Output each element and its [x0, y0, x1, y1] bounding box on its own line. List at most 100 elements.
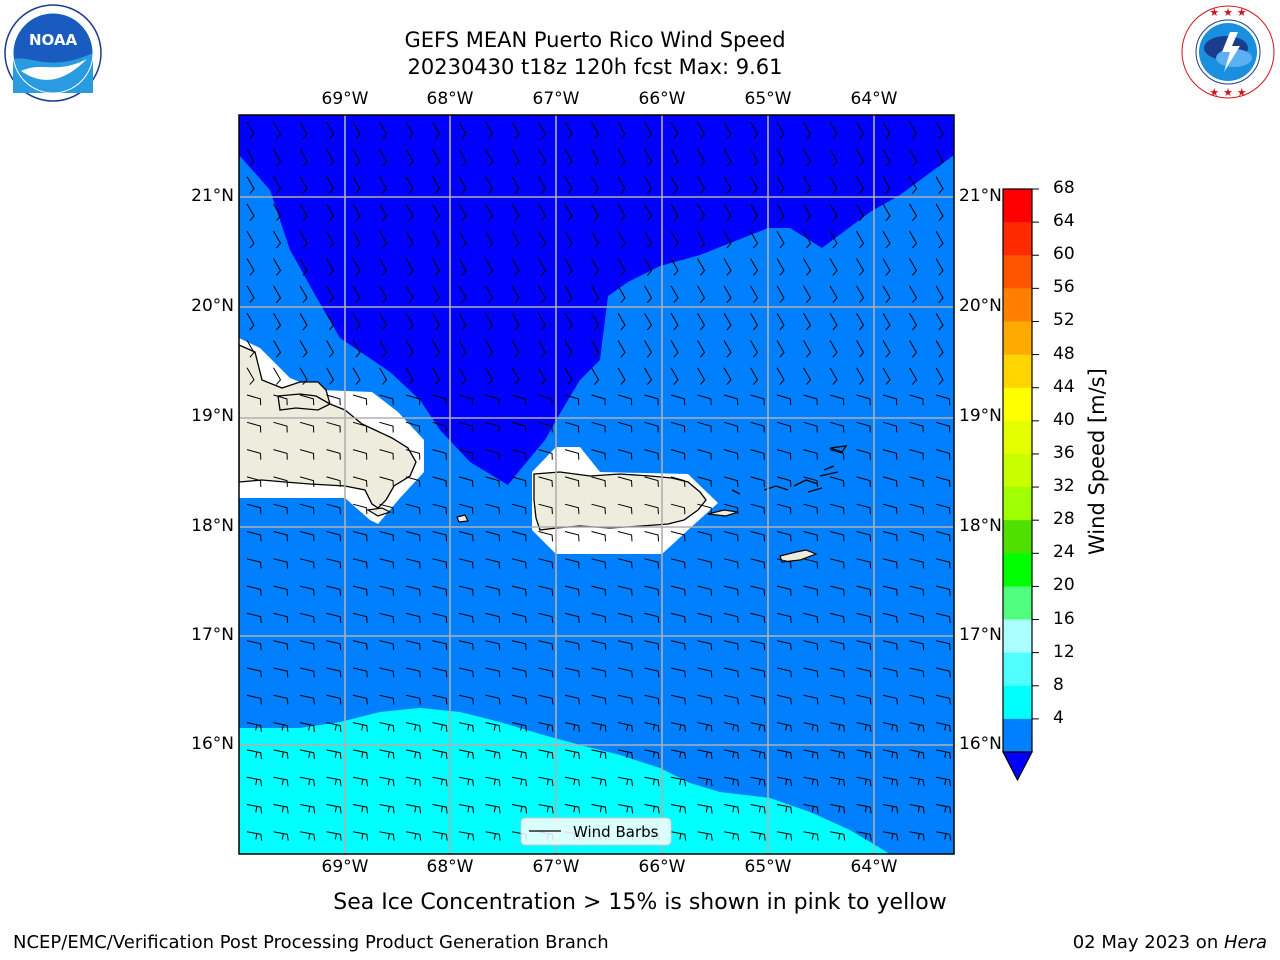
wind-barb	[803, 312, 812, 331]
wind-barb	[405, 258, 414, 276]
wind-barb	[935, 831, 952, 841]
wind-barb	[935, 776, 951, 787]
wind-barb	[511, 749, 527, 760]
wind-barb	[326, 503, 341, 515]
wind-barb	[511, 230, 520, 249]
sea-ice-note: Sea Ice Concentration > 15% is shown in …	[333, 890, 947, 915]
wind-barb	[697, 230, 706, 249]
wind-barb	[935, 176, 944, 194]
wind-barb	[273, 285, 282, 304]
wind-barb	[882, 285, 891, 304]
wind-barb	[723, 230, 732, 249]
wind-barb	[935, 531, 951, 542]
wind-barb	[750, 503, 765, 515]
wind-barb	[856, 121, 865, 140]
wind-barb	[750, 776, 766, 787]
wind-barb	[776, 612, 792, 623]
wind-barb	[670, 476, 686, 487]
wind-barb	[617, 312, 626, 331]
wind-barb	[246, 394, 262, 406]
wind-barb	[803, 394, 818, 406]
wind-barb	[511, 149, 520, 167]
wind-barb	[564, 776, 580, 787]
wind-barb	[458, 503, 474, 515]
wind-barb	[803, 149, 812, 167]
wind-barb	[776, 121, 785, 140]
wind-barb	[432, 203, 441, 222]
lat-label-right: 19°N	[959, 406, 1002, 426]
colorbar-tick-label: 60	[1053, 244, 1075, 265]
wind-barb	[829, 640, 845, 651]
wind-barb	[909, 312, 918, 331]
wind-barb	[909, 176, 918, 194]
wind-barb	[405, 558, 421, 569]
colorbar-tick-label: 32	[1053, 476, 1075, 497]
wind-barb	[670, 285, 679, 304]
wind-barb	[538, 203, 547, 222]
wind-barb	[405, 640, 421, 651]
wind-barb	[829, 667, 845, 678]
wind-barb	[538, 558, 554, 569]
wind-barb	[458, 176, 467, 194]
wind-barb	[909, 203, 918, 222]
wind-barb	[697, 776, 713, 787]
wind-barb	[803, 176, 812, 194]
wind-barb	[379, 503, 394, 515]
wind-barb	[723, 585, 739, 596]
wind-barb	[909, 121, 918, 140]
wind-barb	[723, 503, 739, 515]
wind-barb	[511, 476, 527, 487]
wind-barb	[723, 394, 739, 406]
land-st-croix	[779, 549, 818, 563]
wind-barb	[538, 176, 547, 194]
wind-barb	[485, 531, 500, 542]
wind-barb	[856, 476, 871, 487]
wind-barb	[458, 149, 467, 167]
wind-barb	[511, 667, 527, 678]
wind-barbs-layer	[246, 121, 952, 868]
wind-barb	[564, 312, 573, 331]
wind-barb	[326, 722, 342, 732]
wind-barb	[882, 531, 898, 542]
wind-barb	[405, 804, 422, 814]
wind-barb	[538, 121, 547, 140]
wind-barb	[273, 367, 282, 385]
wind-barb	[326, 640, 342, 651]
wind-barb	[458, 804, 475, 814]
wind-barb	[909, 449, 924, 460]
wind-barb	[910, 859, 925, 868]
wind-barb	[644, 449, 659, 460]
wind-barb	[352, 149, 361, 167]
wind-barb	[909, 831, 925, 841]
wind-barb	[591, 804, 607, 814]
wind-barb	[405, 722, 421, 732]
wind-barb	[644, 340, 653, 358]
wind-barb	[591, 285, 600, 304]
wind-barb	[750, 831, 766, 841]
lon-label-bottom: 68°W	[426, 857, 474, 877]
wind-barb	[882, 831, 899, 841]
colorbar-band	[1003, 321, 1032, 356]
wind-barb	[591, 612, 607, 623]
wind-barb	[935, 585, 951, 596]
wind-barb	[273, 230, 282, 249]
land-saona-isle	[366, 507, 392, 517]
wind-barb	[644, 503, 659, 515]
wind-barb	[723, 449, 739, 460]
wind-barb	[352, 258, 361, 276]
wind-barb	[776, 722, 792, 732]
wind-barb	[697, 749, 713, 760]
wind-barb	[803, 694, 819, 705]
wind-barb	[512, 859, 527, 868]
colorbar-band	[1003, 420, 1032, 455]
wind-barb	[564, 230, 573, 249]
wind-barb	[458, 203, 467, 222]
colorbar-band	[1003, 553, 1032, 587]
wind-barb	[882, 722, 898, 732]
wind-barb	[935, 804, 952, 814]
wind-barb	[379, 312, 388, 331]
wind-barb	[644, 558, 660, 569]
wind-barb	[591, 340, 600, 358]
wind-barb	[829, 722, 845, 732]
wind-barb	[750, 258, 759, 276]
